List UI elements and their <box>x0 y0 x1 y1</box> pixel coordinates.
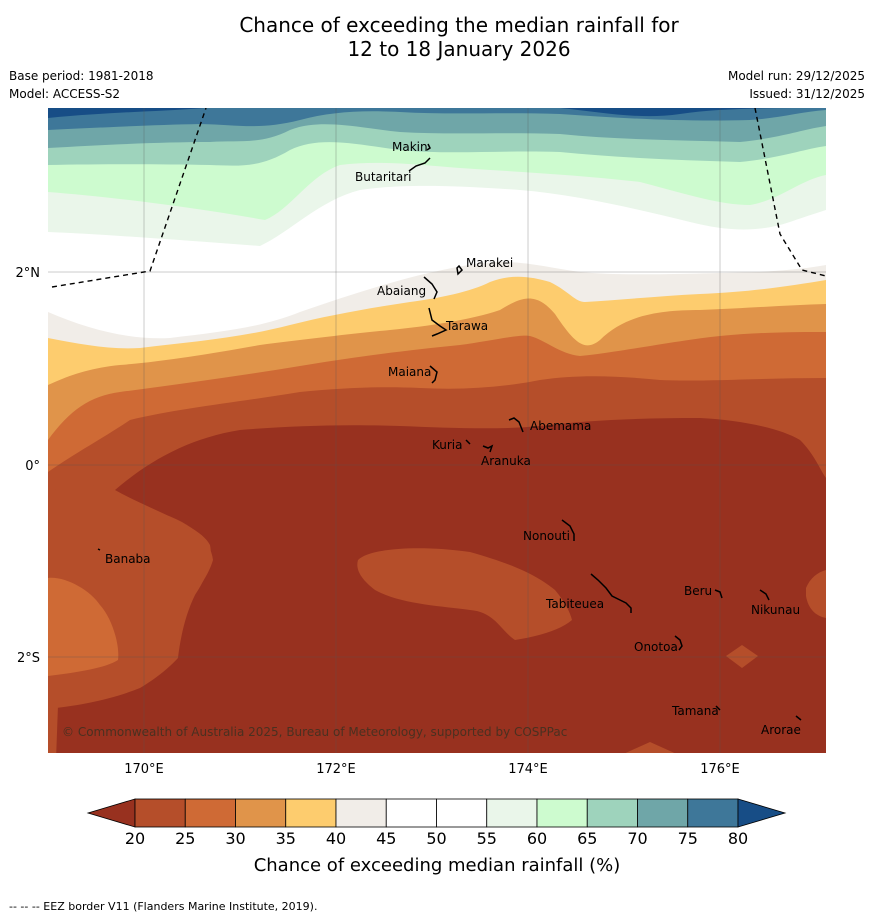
meta-left: Base period: 1981-2018 Model: ACCESS-S2 <box>9 67 154 103</box>
island-outlines <box>97 143 802 721</box>
island-makin <box>426 143 431 151</box>
colorbar-bin-25-30 <box>184 798 236 828</box>
colorbar-tick-55: 55 <box>477 829 497 848</box>
colorbar-bin-30-35 <box>235 798 287 828</box>
place-labels: Makin Butaritari Marakei Abaiang Tarawa … <box>105 140 801 737</box>
place-abemama: Abemama <box>530 419 591 433</box>
island-tarawa <box>428 307 448 337</box>
contour-pocket-mid <box>357 548 572 640</box>
island-kuria <box>465 439 471 445</box>
issued-date: Issued: 31/12/2025 <box>749 87 865 101</box>
colorbar-bin-35-40 <box>285 798 337 828</box>
lon-label-172: 172°E <box>316 762 356 777</box>
model-run: Model run: 29/12/2025 <box>727 69 865 83</box>
place-tabiteuea: Tabiteuea <box>545 597 604 611</box>
colorbar-bin-65-70 <box>586 798 638 828</box>
lat-label-2s: 2°S <box>17 651 40 666</box>
place-tamana: Tamana <box>671 704 719 718</box>
eez-border-east <box>754 108 826 277</box>
place-abaiang: Abaiang <box>377 284 426 298</box>
place-banaba: Banaba <box>105 552 151 566</box>
island-nonouti <box>561 519 575 541</box>
colorbar <box>86 798 787 828</box>
colorbar-tick-75: 75 <box>678 829 698 848</box>
colorbar-bin-45-50 <box>385 798 437 828</box>
island-butaritari <box>408 157 431 172</box>
colorbar-bin-20-25 <box>134 798 186 828</box>
colorbar-tick-35: 35 <box>276 829 296 848</box>
colorbar-tick-80: 80 <box>728 829 748 848</box>
colorbar-tick-25: 25 <box>175 829 195 848</box>
contour-pocket-south <box>625 742 675 753</box>
colorbar-extend-high <box>737 798 787 828</box>
island-marakei <box>456 264 463 276</box>
contour-layers <box>48 108 826 753</box>
longitude-labels: 170°E 172°E 174°E 176°E <box>124 762 740 777</box>
island-abaiang <box>423 276 438 300</box>
colorbar-ticks: 20 25 30 35 40 45 50 55 60 65 70 75 80 <box>125 829 748 848</box>
place-aranuka: Aranuka <box>481 454 531 468</box>
colorbar-label: Chance of exceeding median rainfall (%) <box>254 855 621 876</box>
place-marakei: Marakei <box>466 256 513 270</box>
island-maiana <box>429 365 438 384</box>
copyright-notice: © Commonwealth of Australia 2025, Bureau… <box>62 725 567 739</box>
island-abemama <box>508 417 524 433</box>
island-arorae <box>795 715 802 721</box>
place-beru: Beru <box>684 584 712 598</box>
island-tamana <box>715 705 721 711</box>
island-onotoa <box>674 635 683 651</box>
colorbar-bin-70-75 <box>637 798 689 828</box>
place-butaritari: Butaritari <box>355 170 412 184</box>
island-aranuka <box>482 444 494 453</box>
eez-footnote: -- -- -- EEZ border V11 (Flanders Marine… <box>9 900 318 913</box>
lon-label-176: 176°E <box>700 762 740 777</box>
contour-pocket-east <box>806 570 826 618</box>
latitude-labels: 2°N 0° 2°S <box>16 266 41 666</box>
colorbar-tick-40: 40 <box>326 829 346 848</box>
island-banaba <box>97 548 101 551</box>
island-beru <box>714 589 723 599</box>
place-kuria: Kuria <box>432 438 463 452</box>
colorbar-bin-75-80 <box>687 798 739 828</box>
contour-west-b <box>48 577 119 676</box>
model-name: Model: ACCESS-S2 <box>9 87 121 101</box>
place-nikunau: Nikunau <box>751 603 800 617</box>
place-maiana: Maiana <box>388 365 431 379</box>
place-nonouti: Nonouti <box>523 529 570 543</box>
lon-label-174: 174°E <box>508 762 548 777</box>
graticule <box>48 108 826 753</box>
map-title-line2: 12 to 18 January 2026 <box>347 37 571 61</box>
eez-border-west <box>51 108 207 288</box>
map-title-line1: Chance of exceeding the median rainfall … <box>239 13 679 37</box>
island-tabiteuea <box>590 573 632 613</box>
lon-label-170: 170°E <box>124 762 164 777</box>
base-period: Base period: 1981-2018 <box>9 69 154 83</box>
place-onotoa: Onotoa <box>634 640 678 654</box>
colorbar-bin-50-55 <box>436 798 488 828</box>
colorbar-extend-low <box>86 798 136 828</box>
eez-border <box>51 108 826 288</box>
contour-pocket-se <box>726 645 758 668</box>
colorbar-bin-55-60 <box>486 798 538 828</box>
place-tarawa: Tarawa <box>445 319 488 333</box>
colorbar-bin-60-65 <box>536 798 588 828</box>
colorbar-tick-65: 65 <box>577 829 597 848</box>
meta-right: Model run: 29/12/2025 Issued: 31/12/2025 <box>728 67 865 103</box>
map-title: Chance of exceeding the median rainfall … <box>0 13 873 61</box>
colorbar-tick-70: 70 <box>627 829 647 848</box>
colorbar-tick-50: 50 <box>426 829 446 848</box>
place-makin: Makin <box>392 140 428 154</box>
island-nikunau <box>759 589 770 601</box>
lat-label-2n: 2°N <box>16 266 41 281</box>
place-arorae: Arorae <box>761 723 801 737</box>
lat-label-0: 0° <box>25 459 40 474</box>
colorbar-tick-30: 30 <box>225 829 245 848</box>
colorbar-tick-45: 45 <box>376 829 396 848</box>
colorbar-tick-20: 20 <box>125 829 145 848</box>
colorbar-bin-40-45 <box>335 798 387 828</box>
colorbar-tick-60: 60 <box>527 829 547 848</box>
